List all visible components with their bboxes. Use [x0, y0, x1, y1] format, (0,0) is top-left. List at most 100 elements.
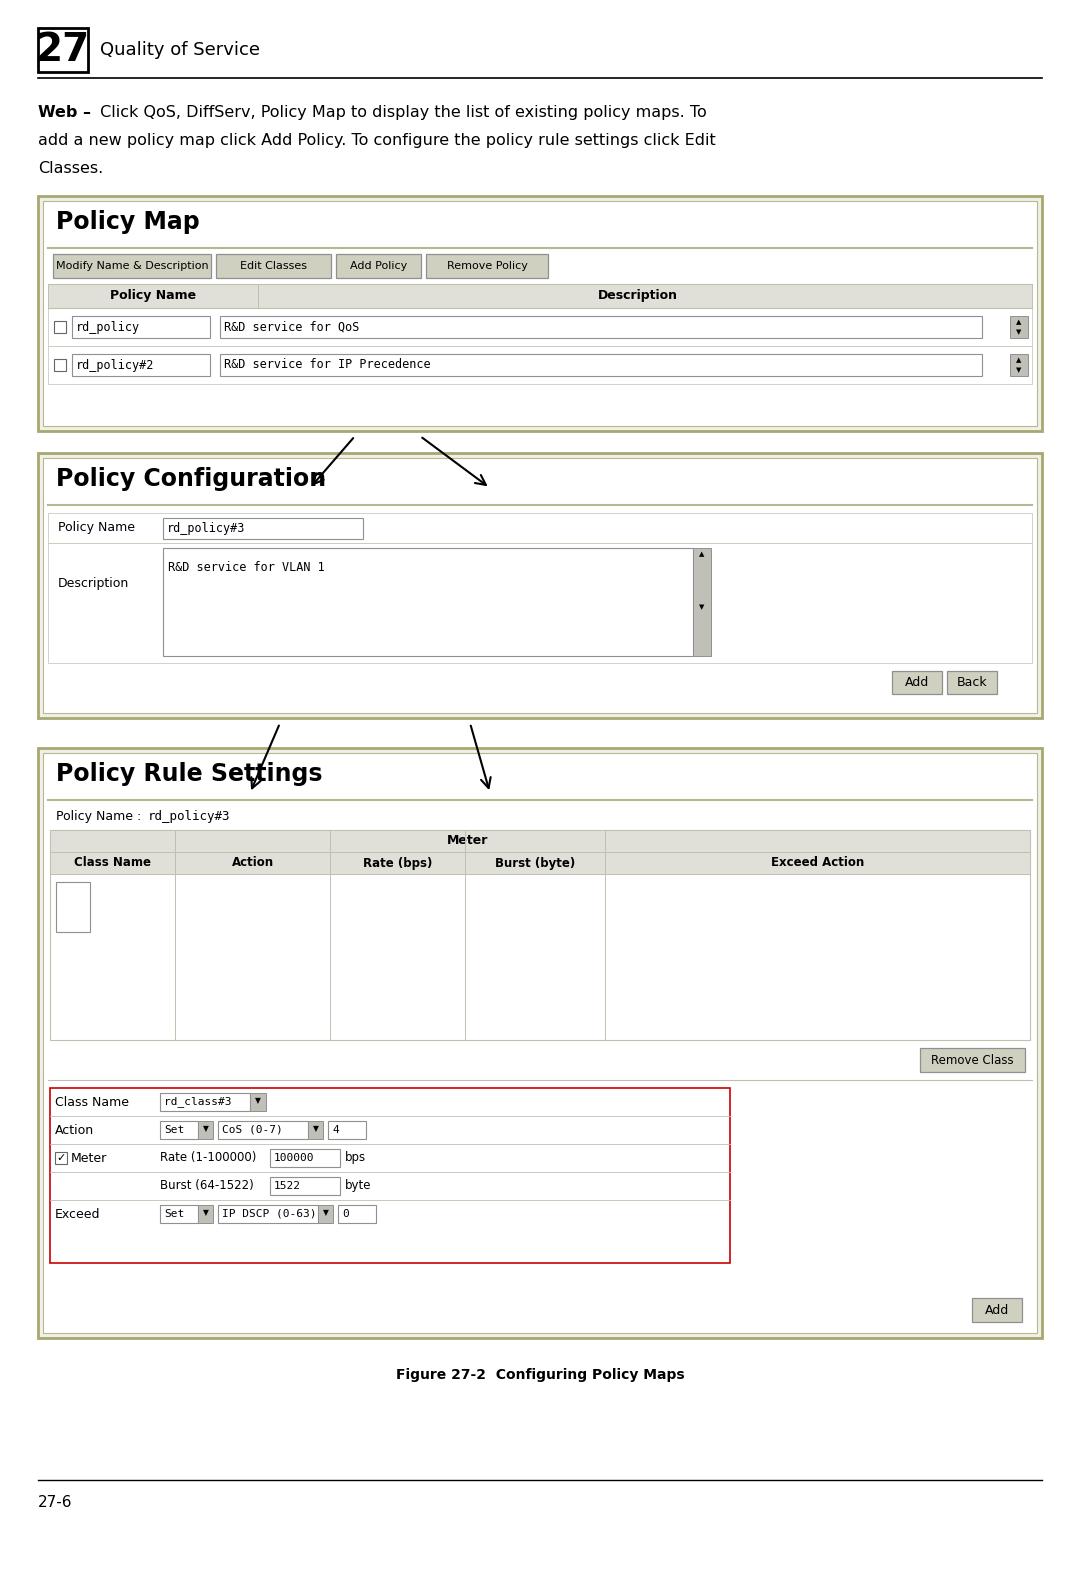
Bar	[972, 1298, 1022, 1322]
Text: Policy Name: Policy Name	[58, 521, 135, 534]
Bar	[160, 1206, 198, 1223]
Bar	[318, 1206, 333, 1223]
Text: 4: 4	[332, 1126, 339, 1135]
Text: Add: Add	[985, 1303, 1009, 1317]
Text: Classes.: Classes.	[38, 162, 104, 176]
Text: Class Name: Class Name	[75, 857, 151, 870]
Text: Set: Set	[164, 1126, 185, 1135]
Text: Exceed: Exceed	[55, 1207, 100, 1220]
Text: ▼: ▼	[700, 604, 704, 611]
Text: Set: Set	[164, 1209, 185, 1218]
Text: Rate (bps): Rate (bps)	[363, 857, 432, 870]
Bar	[38, 747, 1042, 1338]
Bar	[50, 831, 1030, 1039]
Bar	[216, 254, 330, 278]
Bar	[198, 1121, 213, 1138]
Bar	[220, 316, 982, 338]
Text: Add: Add	[905, 677, 929, 689]
Text: Policy Configuration: Policy Configuration	[56, 466, 326, 491]
Text: ▼: ▼	[323, 1209, 328, 1217]
Bar	[54, 360, 66, 371]
Bar	[336, 254, 421, 278]
Text: add a new policy map click Add Policy. To configure the policy rule settings cli: add a new policy map click Add Policy. T…	[38, 133, 716, 148]
Text: rd_policy: rd_policy	[76, 320, 140, 333]
Bar	[38, 196, 1042, 432]
Bar	[426, 254, 548, 278]
Bar	[218, 1121, 308, 1138]
Bar	[920, 1049, 1025, 1072]
Text: rd_policy#3: rd_policy#3	[148, 810, 230, 823]
Text: 100000: 100000	[274, 1152, 314, 1163]
Bar	[43, 201, 1037, 425]
Bar	[270, 1178, 340, 1195]
Text: Policy Rule Settings: Policy Rule Settings	[56, 761, 323, 787]
Bar	[270, 1149, 340, 1167]
Text: Modify Name & Description: Modify Name & Description	[56, 261, 208, 272]
Text: Burst (64-1522): Burst (64-1522)	[160, 1179, 254, 1193]
Text: 27: 27	[36, 31, 90, 69]
Bar	[218, 1206, 318, 1223]
Bar	[48, 543, 1032, 663]
Text: ▲: ▲	[700, 551, 704, 557]
Text: Remove Policy: Remove Policy	[446, 261, 527, 272]
Text: rd_policy#3: rd_policy#3	[167, 521, 245, 535]
Bar	[48, 345, 1032, 385]
Bar	[38, 454, 1042, 717]
Bar	[48, 513, 1032, 543]
Bar	[249, 1093, 266, 1112]
Text: R&D service for IP Precedence: R&D service for IP Precedence	[224, 358, 431, 372]
Bar	[892, 670, 942, 694]
Text: Meter: Meter	[447, 835, 488, 848]
Text: byte: byte	[345, 1179, 372, 1193]
Bar	[1010, 316, 1028, 338]
Text: ✓: ✓	[56, 1152, 66, 1163]
Text: 1522: 1522	[274, 1181, 301, 1192]
Bar	[160, 1093, 249, 1112]
Text: CoS (0-7): CoS (0-7)	[222, 1126, 283, 1135]
Text: Policy Name: Policy Name	[110, 289, 197, 303]
Bar	[50, 1088, 730, 1262]
Text: Click QoS, DiffServ, Policy Map to display the list of existing policy maps. To: Click QoS, DiffServ, Policy Map to displ…	[95, 105, 706, 119]
Bar	[38, 28, 87, 72]
Text: Policy Name :: Policy Name :	[56, 810, 141, 823]
Bar	[163, 548, 693, 656]
Bar	[160, 1121, 198, 1138]
Text: 0: 0	[342, 1209, 349, 1218]
Bar	[50, 853, 1030, 874]
Text: rd_class#3: rd_class#3	[164, 1096, 231, 1107]
Text: Description: Description	[58, 576, 130, 589]
Text: ▼: ▼	[1016, 330, 1022, 334]
Bar	[55, 1152, 67, 1163]
Text: ▼: ▼	[203, 1209, 208, 1217]
Bar	[198, 1206, 213, 1223]
Text: ▼: ▼	[312, 1124, 319, 1134]
Bar	[163, 518, 363, 539]
Bar	[308, 1121, 323, 1138]
Text: 27-6: 27-6	[38, 1495, 72, 1510]
Bar	[947, 670, 997, 694]
Bar	[56, 882, 90, 933]
Text: Rate (1-100000): Rate (1-100000)	[160, 1151, 256, 1165]
Text: rd_policy#2: rd_policy#2	[76, 358, 154, 372]
Text: Edit Classes: Edit Classes	[240, 261, 307, 272]
Bar	[1010, 353, 1028, 375]
Text: Exceed Action: Exceed Action	[771, 857, 864, 870]
Text: Add Policy: Add Policy	[350, 261, 407, 272]
Bar	[50, 831, 1030, 853]
Text: Quality of Service: Quality of Service	[100, 41, 260, 60]
Bar	[53, 254, 211, 278]
Text: R&D service for VLAN 1: R&D service for VLAN 1	[168, 560, 325, 575]
Text: bps: bps	[345, 1151, 366, 1165]
Text: Action: Action	[231, 857, 273, 870]
Bar	[72, 316, 210, 338]
Bar	[693, 548, 711, 656]
Text: Burst (byte): Burst (byte)	[495, 857, 576, 870]
Text: ▲: ▲	[1016, 319, 1022, 325]
Bar	[48, 284, 1032, 308]
Text: Back: Back	[957, 677, 987, 689]
Bar	[220, 353, 982, 375]
Bar	[43, 754, 1037, 1333]
Text: Remove Class: Remove Class	[931, 1053, 1014, 1066]
Text: IP DSCP (0-63): IP DSCP (0-63)	[222, 1209, 316, 1218]
Text: ▼: ▼	[255, 1096, 261, 1105]
